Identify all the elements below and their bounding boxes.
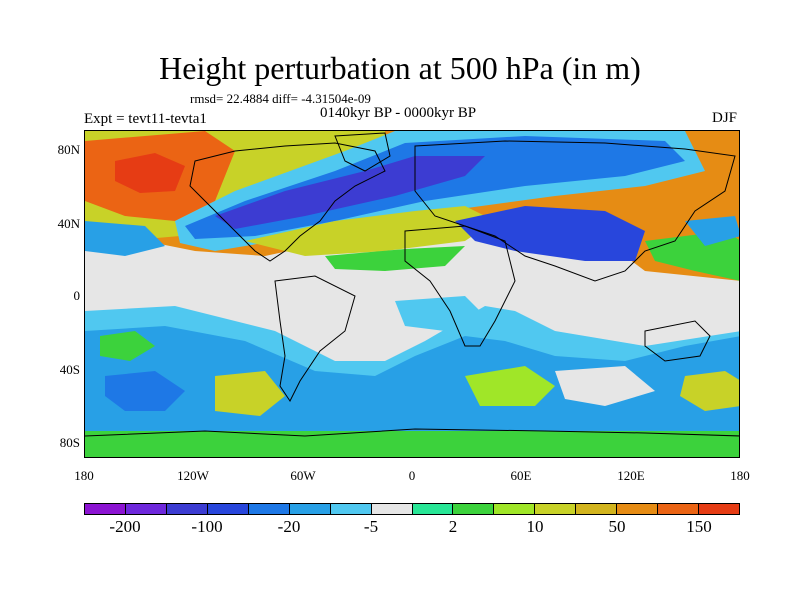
map-svg [85,131,739,457]
field-pacific-green-spot [100,331,155,361]
period-label: 0140kyr BP - 0000kyr BP [320,105,477,121]
lon-label-60w: 60W [290,468,316,483]
colorbar [84,503,740,515]
season-label: DJF [712,110,738,126]
colorbar-box [699,504,739,514]
field-tropical-blue [395,296,485,331]
colorbar-label: -5 [363,517,379,536]
lon-label-0: 0 [408,468,416,483]
colorbar-label: -200 [109,517,141,536]
coast-north-america [189,142,386,262]
lon-label-60e: 60E [510,468,532,483]
lon-label-120w: 120W [177,468,209,483]
field-south-pacific-yellow [215,371,285,416]
colorbar-label: 50 [608,517,626,536]
coast-europe-asia [414,140,736,282]
chart-title: Height perturbation at 500 hPa (in m) [159,50,641,86]
colorbar-box [371,504,413,514]
lat-label-40s: 40S [59,362,80,377]
colorbar-box [125,504,167,514]
stats-text: rmsd= 22.4884 diff= -4.31504e-09 [190,91,371,106]
lon-label-120e: 120E [617,468,645,483]
coastlines [85,132,739,437]
colorbar-label: 150 [686,517,712,536]
colorbar-box [494,504,536,514]
coast-africa [404,225,516,347]
colorbar-box [617,504,659,514]
field-west-pacific-blue [685,216,739,246]
field-asia-blue [455,206,645,261]
field-south-pacific-blue [105,371,185,411]
field-atlantic-green [325,246,465,271]
colorbar-box [412,504,454,514]
colorbar-box [453,504,495,514]
lat-label-80n: 80N [57,142,80,157]
field-east-pacific-blue [85,221,165,256]
lat-label-0: 0 [73,288,81,303]
colorbar-box [658,504,700,514]
field-sh-greenbelt [85,431,739,457]
lat-label-80s: 80S [59,435,80,450]
field-pacific-deep [115,153,185,193]
coast-south-america [274,275,356,402]
map-panel [84,130,740,458]
experiment-label: Expt = tevt11-tevta1 [84,111,207,127]
colorbar-label: -20 [277,517,301,536]
coast-antarctica [85,428,739,437]
field-south-atlantic-green [465,366,555,406]
colorbar-box [166,504,208,514]
colorbar-box [289,504,331,514]
colorbar-box [85,504,126,514]
colorbar-label: -100 [191,517,223,536]
coast-australia [644,320,711,362]
colorbar-box [248,504,290,514]
colorbar-box [535,504,577,514]
lon-label-180e: 180 [730,468,750,483]
colorbar-label: 10 [526,517,544,536]
colorbar-box [207,504,249,514]
field-indian-cyan [555,366,655,406]
colorbar-box [330,504,372,514]
colorbar-box [576,504,618,514]
field-midlat-yellow [245,206,495,256]
lon-label-180w: 180 [74,468,94,483]
lat-label-40n: 40N [57,216,80,231]
colorbar-label: 2 [448,517,458,536]
coast-greenland [334,132,391,172]
field-nh-trough-core [215,156,485,229]
field-indian-yellow [680,371,739,411]
